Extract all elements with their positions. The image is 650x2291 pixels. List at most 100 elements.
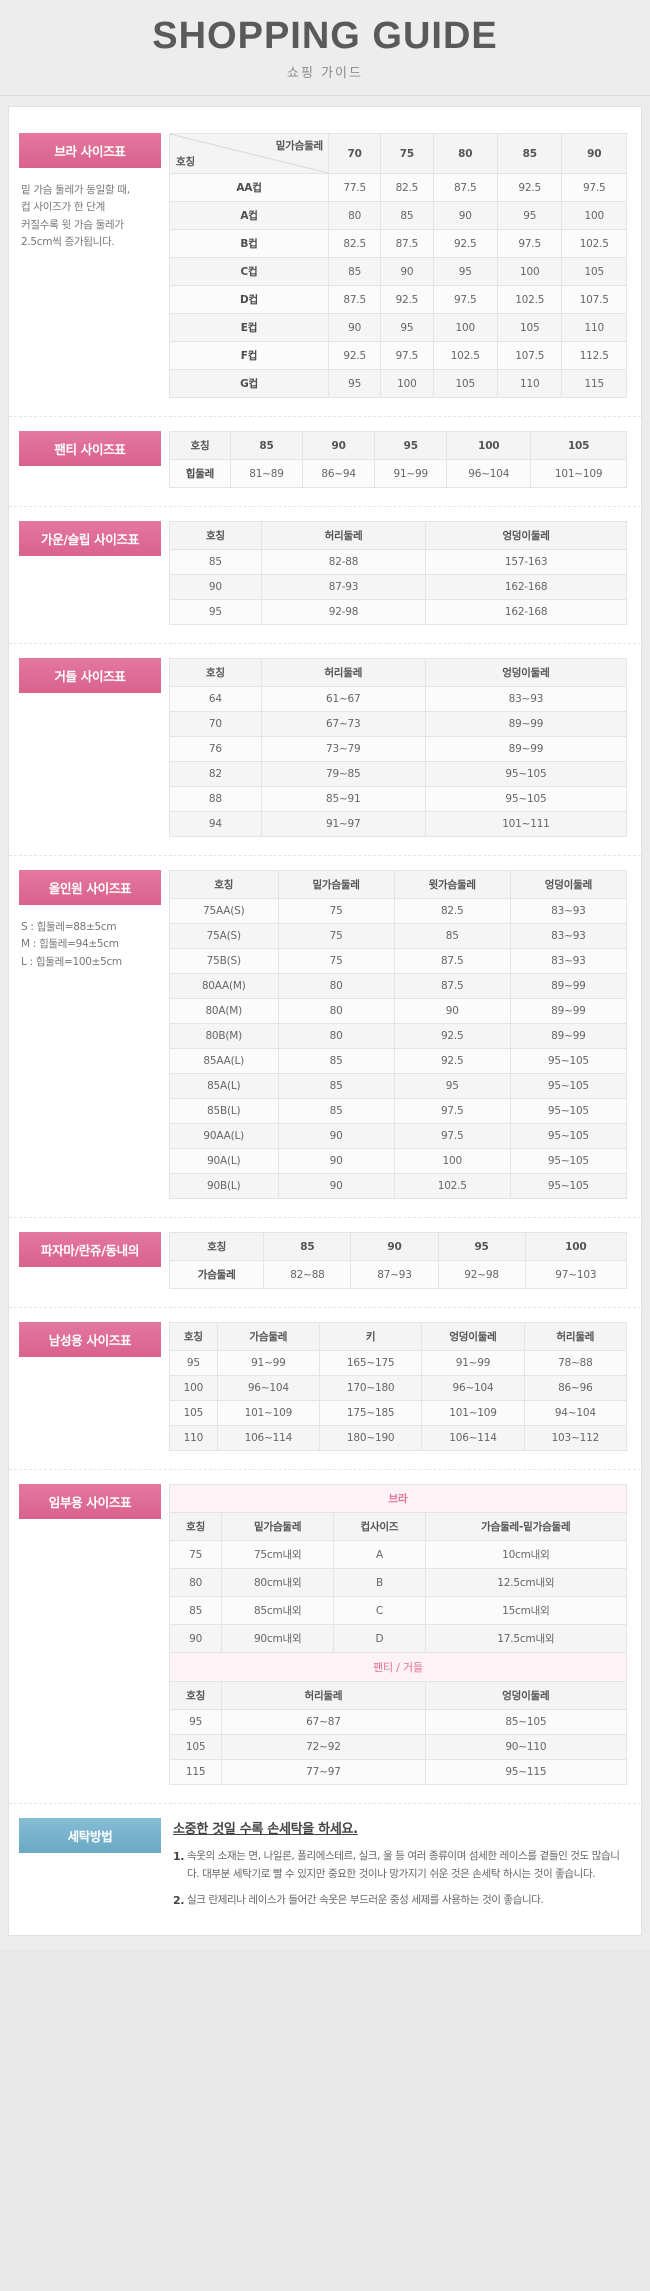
table-cell: 90 (168, 1624, 223, 1653)
table-row: 75B(S) 75 87.5 83~93 (169, 948, 628, 974)
table-row: 110 106~114 180~190 106~114 103~112 (169, 1425, 628, 1451)
table-cell: 85cm내외 (221, 1596, 335, 1625)
col-header: 85 (496, 133, 563, 174)
col-header: 85 (229, 431, 304, 460)
table-cell: 95~105 (509, 1148, 628, 1174)
badge-panty: 팬티 사이즈표 (19, 431, 161, 466)
wash-item: 2. 실크 란제리나 레이스가 들어간 속옷은 부드러운 중성 세제를 사용하는… (173, 1891, 627, 1910)
table-cell: 96~104 (446, 459, 532, 488)
table-row: 76 73~79 89~99 (169, 736, 628, 762)
table-cell: 91~99 (216, 1350, 321, 1376)
table-cell: 90 (277, 1148, 395, 1174)
col-header: 100 (524, 1232, 628, 1261)
badge-wash: 세탁방법 (19, 1818, 161, 1853)
table-row: 115 77~97 95~115 (168, 1759, 628, 1785)
table-cell: 101~109 (216, 1400, 321, 1426)
badge-pajama: 파자마/란쥬/동내의 (19, 1232, 161, 1267)
table-cell: 95 (380, 313, 434, 342)
table-cell: 112.5 (561, 341, 627, 370)
bra-table-wrap: 밑가슴둘레 호칭 70 75 80 85 90 AA컵 77.5 82.5 87.5 9… (168, 133, 627, 398)
allinone-note-line: M : 힙둘레=94±5cm (21, 938, 119, 951)
table-cell: 162-168 (425, 599, 627, 625)
table-cell: 82.5 (328, 229, 382, 258)
table-cell: 107.5 (496, 341, 563, 370)
page-title: SHOPPING GUIDE (152, 14, 498, 57)
table-row: 85 82-88 157-163 (169, 549, 627, 575)
table-cell: C컵 (168, 257, 330, 286)
table-cell: 165~175 (318, 1350, 423, 1376)
table-cell: 95~105 (509, 1173, 628, 1199)
table-row: 90A(L) 90 100 95~105 (169, 1148, 628, 1174)
table-header-row: 호칭 가슴둘레 키 엉덩이둘레 허리둘레 (169, 1322, 628, 1351)
table-cell: 175~185 (318, 1400, 423, 1426)
table-cell: 101~111 (424, 811, 628, 837)
table-row: F컵 92.5 97.5 102.5 107.5 112.5 (168, 341, 627, 370)
table-cell: 61~67 (260, 686, 426, 712)
table-cell: 107.5 (561, 285, 627, 314)
table-row: 80B(M) 80 92.5 89~99 (169, 1023, 628, 1049)
section-pajama: 파자마/란쥬/동내의 호칭 85 90 95 100 가슴둘레 82~88 87~9… (9, 1218, 641, 1308)
table-cell: 77.5 (328, 173, 382, 202)
table-cell: 95 (328, 369, 382, 398)
table-cell: 105 (432, 369, 498, 398)
bra-note-line: 커질수록 윗 가슴 둘레가 (21, 218, 124, 231)
maternity-panty-band-row: 팬티 / 거들 (169, 1652, 627, 1682)
col-header: 90 (302, 431, 376, 460)
wash-item-text: 실크 란제리나 레이스가 들어간 속옷은 부드러운 중성 세제를 사용하는 것이… (187, 1893, 544, 1906)
col-header: 80 (432, 133, 498, 174)
table-cell: 91~97 (260, 811, 426, 837)
table-cell: 75 (277, 898, 395, 924)
table-cell: 72~92 (221, 1734, 426, 1760)
section-gown: 가운/슬립 사이즈표 호칭 허리둘레 엉덩이둘레 85 82-88 157-163 9… (9, 507, 641, 644)
table-cell: 89~99 (424, 711, 628, 737)
table-cell: 83~93 (509, 948, 628, 974)
col-header: 호칭 (168, 1681, 223, 1710)
table-cell: 80cm내외 (221, 1568, 335, 1597)
table-cell: B컵 (168, 229, 330, 258)
table-cell: 64 (169, 686, 262, 712)
page-subtitle: 쇼핑 가이드 (287, 65, 363, 81)
table-cell: 75A(S) (169, 923, 279, 949)
girdle-table-wrap: 호칭 허리둘레 엉덩이둘레 64 61~67 83~93 70 67~73 89~99 76… (169, 658, 628, 837)
table-cell: 102.5 (393, 1173, 511, 1199)
table-row: 75A(S) 75 85 83~93 (169, 923, 628, 949)
table-cell: 90 (393, 998, 511, 1024)
table-cell: 95 (169, 1350, 218, 1376)
girdle-size-table: 호칭 허리둘레 엉덩이둘레 64 61~67 83~93 70 67~73 89~99 76… (169, 658, 628, 837)
table-cell: 95~105 (509, 1073, 628, 1099)
maternity-bra-band-row: 브라 (169, 1484, 627, 1513)
badge-allinone: 올인원 사이즈표 (19, 870, 161, 905)
men-table-wrap: 호칭 가슴둘레 키 엉덩이둘레 허리둘레 95 91~99 165~175 91~99… (169, 1322, 628, 1451)
panty-size-table: 호칭 85 90 95 100 105 힙둘레 81~89 86~94 91~99 96… (169, 431, 627, 488)
col-header: 엉덩이둘레 (424, 1681, 628, 1710)
table-cell: F컵 (168, 341, 330, 370)
band-bra: 브라 (169, 1484, 627, 1513)
table-cell: 95 (168, 1709, 223, 1735)
panty-table-body: 힙둘레 81~89 86~94 91~99 96~104 101~109 (169, 459, 627, 488)
table-cell: 83~93 (509, 898, 628, 924)
table-cell: 90 (277, 1123, 395, 1149)
maternity-panty-body: 95 67~87 85~105 105 72~92 90~110 115 77~97 95~11… (168, 1709, 628, 1785)
table-cell: 91~99 (421, 1350, 525, 1376)
table-cell: 110 (496, 369, 563, 398)
table-cell: 85 (168, 1596, 223, 1625)
table-cell: 86~94 (302, 459, 376, 488)
table-cell: 94~104 (523, 1400, 628, 1426)
table-row: 90AA(L) 90 97.5 95~105 (169, 1123, 628, 1149)
table-header-row: 호칭 허리둘레 엉덩이둘레 (168, 1681, 628, 1710)
section-men: 남성용 사이즈표 호칭 가슴둘레 키 엉덩이둘레 허리둘레 95 91~99 165… (9, 1308, 641, 1470)
allinone-table-wrap: 호칭 밑가슴둘레 윗가슴둘레 엉덩이둘레 75AA(S) 75 82.5 83~93 7… (169, 870, 628, 1199)
girdle-side: 거들 사이즈표 (19, 658, 169, 693)
table-cell: 110 (169, 1425, 218, 1451)
table-cell: 102.5 (496, 285, 563, 314)
col-header: 밑가슴둘레 (277, 870, 395, 899)
table-cell: 162-168 (425, 574, 627, 600)
table-cell: 95~115 (424, 1759, 628, 1785)
table-cell: D컵 (168, 285, 330, 314)
gown-side: 가운/슬립 사이즈표 (19, 521, 169, 556)
table-cell: B (333, 1568, 426, 1597)
col-header: 호칭 (168, 1512, 223, 1541)
table-cell: D (333, 1624, 426, 1653)
diag-bottom-left-label: 호칭 (176, 156, 195, 168)
table-cell: 75B(S) (169, 948, 279, 974)
